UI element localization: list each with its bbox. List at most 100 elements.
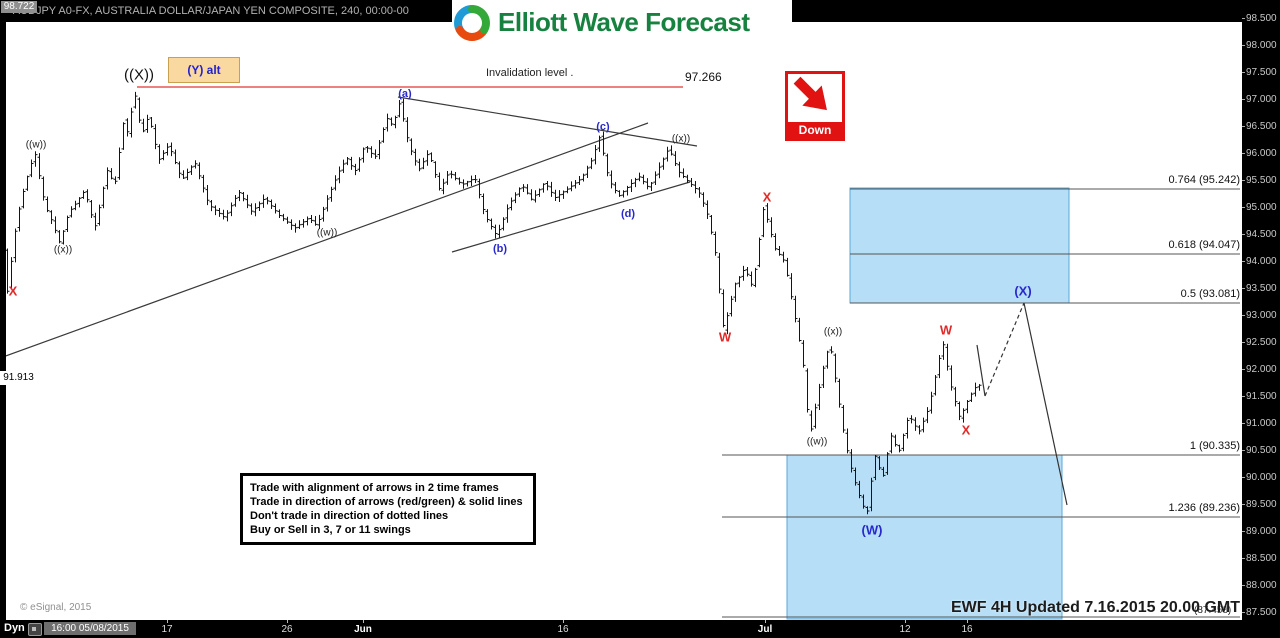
price-axis-tick: [1242, 288, 1245, 289]
price-axis-tick: [1242, 45, 1245, 46]
price-axis-label: 98.000: [1246, 40, 1277, 51]
fib-level-label: 1 (90.335): [1189, 440, 1240, 452]
time-axis-tick: [563, 620, 564, 623]
wave-label: W: [718, 329, 732, 345]
note-line-4: Buy or Sell in 3, 7 or 11 swings: [250, 524, 411, 536]
time-axis[interactable]: Dyn 16:00 05/08/2015 17 26 Jun 16 Jul 12 16: [0, 620, 1280, 638]
price-axis-label: 94.500: [1246, 229, 1277, 240]
price-axis[interactable]: 98.500 98.000 97.500 97.000 96.500 96.000 95.5…: [1242, 0, 1280, 638]
price-axis-label: 92.500: [1246, 337, 1277, 348]
time-axis-tick: [287, 620, 288, 623]
wave-label: (b): [492, 243, 508, 255]
alt-count-label: (Y) alt: [187, 63, 221, 77]
wave-label: (W): [861, 522, 883, 538]
fib-1618-label: (87.458): [1194, 605, 1232, 616]
logo-wordmark: Elliott Wave Forecast: [498, 7, 750, 37]
price-axis-tick: [1242, 558, 1245, 559]
price-axis-label: 96.500: [1246, 121, 1277, 132]
chart-canvas[interactable]: [6, 22, 1242, 620]
price-axis-tick: [1242, 423, 1245, 424]
price-axis-label: 89.000: [1246, 526, 1277, 537]
price-axis-label: 90.500: [1246, 445, 1277, 456]
lock-icon[interactable]: [28, 623, 42, 636]
invalidation-price: 97.266: [685, 70, 722, 84]
down-arrow-icon: [793, 76, 827, 111]
time-axis-label: 17: [161, 624, 173, 635]
time-axis-label: 16: [961, 624, 973, 635]
price-axis-label: 90.000: [1246, 472, 1277, 483]
fib-level-label: 0.618 (94.047): [1168, 239, 1240, 251]
high-price-flag: 98.722: [1, 1, 37, 13]
wave-label: X: [8, 283, 18, 299]
dyn-button[interactable]: Dyn: [4, 622, 25, 634]
symbol-title: * AUDJPY A0-FX, AUSTRALIA DOLLAR/JAPAN Y…: [6, 5, 409, 17]
price-axis-label: 96.000: [1246, 148, 1277, 159]
wave-label: (a): [398, 88, 412, 100]
price-axis-tick: [1242, 180, 1245, 181]
price-axis-label: 98.500: [1246, 13, 1277, 24]
wave-label: X: [762, 189, 772, 205]
price-axis-label: 93.500: [1246, 283, 1277, 294]
time-axis-label: Jul: [757, 624, 773, 635]
brand-logo: Elliott Wave Forecast: [452, 0, 792, 45]
alt-count-tag[interactable]: (Y) alt: [168, 57, 240, 83]
direction-signal-box: Down: [785, 71, 845, 141]
time-axis-label: Jun: [354, 624, 372, 635]
wave-label: (c): [596, 121, 610, 133]
fib-level-label: 1.236 (89.236): [1168, 502, 1240, 514]
wave-label: ((x)): [53, 244, 73, 256]
trading-rules-note: Trade with alignment of arrows in 2 time…: [240, 473, 536, 545]
price-axis-tick: [1242, 612, 1245, 613]
wave-label: X: [961, 422, 971, 438]
note-line-1: Trade with alignment of arrows in 2 time…: [250, 482, 499, 494]
price-axis-label: 91.000: [1246, 418, 1277, 429]
price-axis-label: 88.000: [1246, 580, 1277, 591]
price-axis-tick: [1242, 99, 1245, 100]
update-stamp: EWF 4H Updated 7.16.2015 20.00 GMT: [951, 599, 1240, 616]
esignal-copyright: © eSignal, 2015: [20, 602, 92, 613]
time-axis-label: 16: [557, 624, 569, 635]
wave-label: (d): [620, 208, 636, 220]
price-axis-tick: [1242, 126, 1245, 127]
price-axis-tick: [1242, 72, 1245, 73]
price-axis-tick: [1242, 450, 1245, 451]
price-axis-tick: [1242, 369, 1245, 370]
price-axis-tick: [1242, 477, 1245, 478]
wave-label: ((x)): [671, 133, 691, 145]
price-axis-label: 95.000: [1246, 202, 1277, 213]
logo-swirl-icon: [454, 4, 490, 41]
time-axis-tick: [363, 620, 364, 623]
last-price-flag: 91.913: [0, 371, 37, 385]
wave-label: ((w)): [25, 139, 47, 151]
session-timestamp[interactable]: 16:00 05/08/2015: [44, 622, 136, 635]
left-frame: [0, 0, 6, 638]
time-axis-tick: [765, 620, 766, 623]
price-axis-label: 88.500: [1246, 553, 1277, 564]
invalidation-label: Invalidation level .: [486, 67, 574, 79]
time-axis-label: 12: [899, 624, 911, 635]
price-axis-tick: [1242, 531, 1245, 532]
price-axis-label: 93.000: [1246, 310, 1277, 321]
fib-level-label: 0.764 (95.242): [1168, 174, 1240, 186]
price-axis-tick: [1242, 234, 1245, 235]
price-axis-label: 91.500: [1246, 391, 1277, 402]
price-axis-tick: [1242, 18, 1245, 19]
price-axis-tick: [1242, 315, 1245, 316]
time-axis-label: 26: [281, 624, 293, 635]
price-axis-tick: [1242, 342, 1245, 343]
price-axis-tick: [1242, 396, 1245, 397]
price-axis-label: 87.500: [1246, 607, 1277, 618]
price-axis-label: 97.500: [1246, 67, 1277, 78]
price-axis-tick: [1242, 585, 1245, 586]
price-axis-label: 95.500: [1246, 175, 1277, 186]
wave-label: ((x)): [823, 326, 843, 338]
time-axis-tick: [905, 620, 906, 623]
price-axis-tick: [1242, 261, 1245, 262]
price-axis-tick: [1242, 504, 1245, 505]
price-axis-label: 94.000: [1246, 256, 1277, 267]
fib-level-label: 0.5 (93.081): [1180, 288, 1240, 300]
note-line-3: Don't trade in direction of dotted lines: [250, 510, 449, 522]
price-axis-tick: [1242, 153, 1245, 154]
note-line-2: Trade in direction of arrows (red/green)…: [250, 496, 523, 508]
